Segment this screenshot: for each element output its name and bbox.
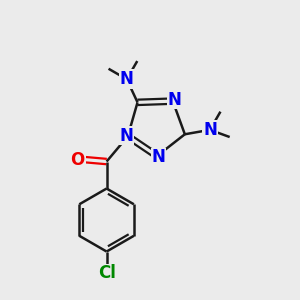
Text: N: N	[119, 127, 133, 145]
Text: N: N	[203, 121, 217, 139]
Text: N: N	[167, 91, 181, 109]
Text: N: N	[120, 70, 134, 88]
Text: N: N	[152, 148, 166, 166]
Text: O: O	[70, 151, 85, 169]
Text: Cl: Cl	[98, 264, 116, 282]
